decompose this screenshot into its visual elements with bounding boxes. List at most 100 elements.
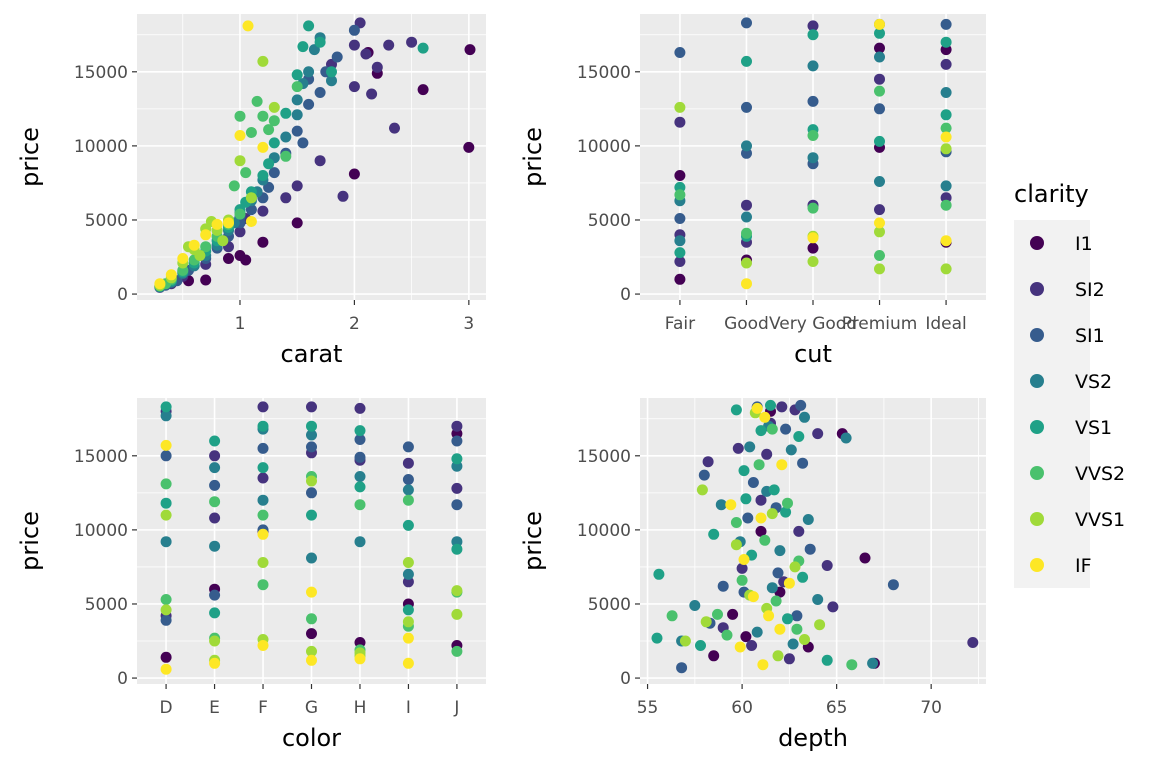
point-si1 xyxy=(451,499,463,511)
point-vs1 xyxy=(354,425,366,437)
point-i1 xyxy=(306,628,317,640)
point-vs1 xyxy=(940,36,952,48)
point-if xyxy=(776,459,788,471)
x-tick-label-65: 65 xyxy=(826,698,848,718)
y-tick-label: 10000 xyxy=(577,137,631,157)
point-vvs2 xyxy=(782,497,793,509)
point-vs2 xyxy=(802,514,814,525)
point-if xyxy=(747,591,759,603)
point-vs2 xyxy=(787,638,799,650)
point-si2 xyxy=(402,457,414,469)
point-si2 xyxy=(874,73,885,85)
point-i1 xyxy=(160,651,172,663)
point-vs2 xyxy=(940,180,952,192)
point-vvs2 xyxy=(807,130,819,141)
point-vvs1 xyxy=(874,263,885,275)
point-vs1 xyxy=(326,66,337,78)
point-i1 xyxy=(874,42,885,54)
point-if xyxy=(874,18,885,30)
point-vs1 xyxy=(160,497,172,509)
point-vs1 xyxy=(793,431,805,442)
point-si1 xyxy=(741,101,752,113)
point-vs2 xyxy=(257,494,269,506)
point-si1 xyxy=(674,47,686,58)
legend-label-vvs1: VVS1 xyxy=(1075,509,1125,531)
point-vs2 xyxy=(741,140,752,152)
point-i1 xyxy=(740,631,752,643)
point-if xyxy=(402,657,414,669)
point-vvs1 xyxy=(940,263,952,275)
y-axis-title: price xyxy=(16,511,44,571)
point-vvs1 xyxy=(268,101,280,113)
point-vs1 xyxy=(257,170,269,181)
y-tick-label: 10000 xyxy=(74,137,128,157)
point-vvs2 xyxy=(291,81,303,93)
point-si2 xyxy=(812,428,824,440)
point-vs1 xyxy=(451,543,463,555)
point-if xyxy=(209,657,221,669)
y-tick-label: 5000 xyxy=(85,211,128,231)
point-vvs2 xyxy=(791,623,803,635)
point-si1 xyxy=(209,479,221,491)
legend-item-vs2: VS2 xyxy=(1030,371,1112,393)
point-vs1 xyxy=(797,571,809,583)
point-vs1 xyxy=(306,420,317,432)
point-si2 xyxy=(793,525,805,537)
point-si1 xyxy=(698,469,710,481)
panel-depth-vs-price: 0 5000 10000 15000 55 60 65 70 depth price xyxy=(519,398,986,752)
x-tick-label-f: F xyxy=(258,698,268,718)
point-vvs2 xyxy=(268,115,280,127)
panel-background xyxy=(640,398,986,684)
point-if xyxy=(257,141,269,153)
legend-title: clarity xyxy=(1014,180,1089,208)
point-si1 xyxy=(451,435,463,447)
x-tick-label-70: 70 xyxy=(920,698,942,718)
point-si2 xyxy=(257,205,269,217)
point-i1 xyxy=(708,650,720,662)
point-si2 xyxy=(776,401,788,413)
point-si1 xyxy=(795,399,807,411)
x-tick-label-ideal: Ideal xyxy=(925,314,966,334)
point-si1 xyxy=(874,103,885,115)
x-axis-title: cut xyxy=(794,340,832,368)
point-if xyxy=(160,439,172,451)
point-vvs2 xyxy=(257,579,269,591)
point-si2 xyxy=(366,88,378,100)
x-tick-label-2: 2 xyxy=(349,314,360,334)
point-vs2 xyxy=(402,568,414,580)
point-vvs1 xyxy=(257,557,269,568)
point-vvs2 xyxy=(234,110,246,122)
point-vs2 xyxy=(766,582,778,594)
x-tick-label-55: 55 xyxy=(637,698,659,718)
point-vvs2 xyxy=(240,167,252,179)
point-si2 xyxy=(967,637,979,648)
point-vvs1 xyxy=(209,635,221,647)
point-vvs1 xyxy=(799,634,810,645)
point-si1 xyxy=(807,95,819,107)
point-vvs2 xyxy=(160,594,172,605)
point-si2 xyxy=(741,199,752,211)
point-vs1 xyxy=(451,453,463,465)
point-si2 xyxy=(406,36,418,48)
point-vvs1 xyxy=(696,484,708,496)
point-si2 xyxy=(280,192,292,204)
legend-key-si1 xyxy=(1030,328,1044,342)
point-si2 xyxy=(257,401,269,413)
point-si1 xyxy=(306,487,317,499)
point-vs1 xyxy=(291,69,303,81)
point-vvs2 xyxy=(402,494,414,506)
point-i1 xyxy=(291,217,303,229)
x-tick-label-j: J xyxy=(453,698,459,718)
point-vs2 xyxy=(354,471,366,482)
point-si1 xyxy=(887,579,899,591)
point-if xyxy=(245,216,257,227)
point-vs1 xyxy=(297,41,309,53)
point-vs2 xyxy=(306,552,317,564)
point-vs2 xyxy=(291,109,303,121)
legend-item-si2: SI2 xyxy=(1030,279,1105,301)
point-si2 xyxy=(371,61,383,73)
point-si1 xyxy=(257,442,269,454)
point-vs2 xyxy=(291,94,303,106)
